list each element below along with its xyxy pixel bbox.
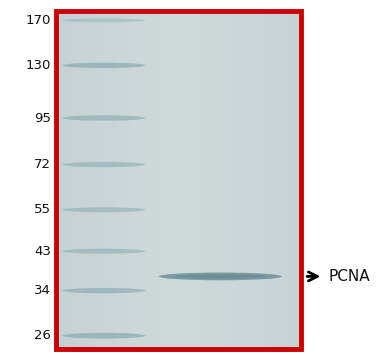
- Bar: [123, 11, 129, 349]
- Text: 130: 130: [26, 59, 51, 72]
- Text: PCNA: PCNA: [329, 269, 370, 284]
- Bar: [227, 11, 233, 349]
- Text: 72: 72: [34, 158, 51, 171]
- Bar: [215, 11, 221, 349]
- Bar: [221, 11, 227, 349]
- Bar: [105, 11, 111, 349]
- Ellipse shape: [62, 249, 146, 254]
- Bar: [56, 11, 62, 349]
- Bar: [252, 11, 258, 349]
- Bar: [141, 11, 148, 349]
- Text: 55: 55: [34, 203, 51, 216]
- Text: 95: 95: [34, 112, 51, 125]
- Bar: [209, 11, 215, 349]
- Ellipse shape: [62, 288, 146, 293]
- Bar: [282, 11, 288, 349]
- Bar: [99, 11, 105, 349]
- Ellipse shape: [159, 273, 282, 280]
- Bar: [203, 11, 209, 349]
- Bar: [129, 11, 135, 349]
- Bar: [81, 11, 87, 349]
- Ellipse shape: [62, 162, 146, 167]
- Text: 26: 26: [34, 329, 51, 342]
- Ellipse shape: [62, 63, 146, 68]
- Ellipse shape: [62, 18, 146, 22]
- Bar: [160, 11, 166, 349]
- Bar: [197, 11, 203, 349]
- Text: 170: 170: [26, 14, 51, 27]
- Bar: [74, 11, 81, 349]
- Bar: [172, 11, 178, 349]
- Ellipse shape: [62, 207, 146, 212]
- Bar: [288, 11, 294, 349]
- Bar: [68, 11, 74, 349]
- Bar: [233, 11, 239, 349]
- Bar: [270, 11, 276, 349]
- Bar: [56, 11, 301, 349]
- Bar: [56, 11, 301, 349]
- Ellipse shape: [62, 333, 146, 338]
- Bar: [245, 11, 252, 349]
- Bar: [258, 11, 264, 349]
- Bar: [148, 11, 154, 349]
- Ellipse shape: [174, 274, 266, 279]
- Bar: [93, 11, 99, 349]
- Bar: [294, 11, 301, 349]
- Bar: [87, 11, 93, 349]
- Bar: [166, 11, 172, 349]
- Bar: [111, 11, 117, 349]
- Bar: [178, 11, 184, 349]
- Bar: [239, 11, 245, 349]
- Bar: [117, 11, 123, 349]
- Text: 34: 34: [34, 284, 51, 297]
- Bar: [184, 11, 191, 349]
- Bar: [62, 11, 68, 349]
- Bar: [135, 11, 141, 349]
- Text: 43: 43: [34, 245, 51, 258]
- Bar: [276, 11, 282, 349]
- Bar: [264, 11, 270, 349]
- Bar: [154, 11, 160, 349]
- Ellipse shape: [62, 115, 146, 121]
- Bar: [191, 11, 197, 349]
